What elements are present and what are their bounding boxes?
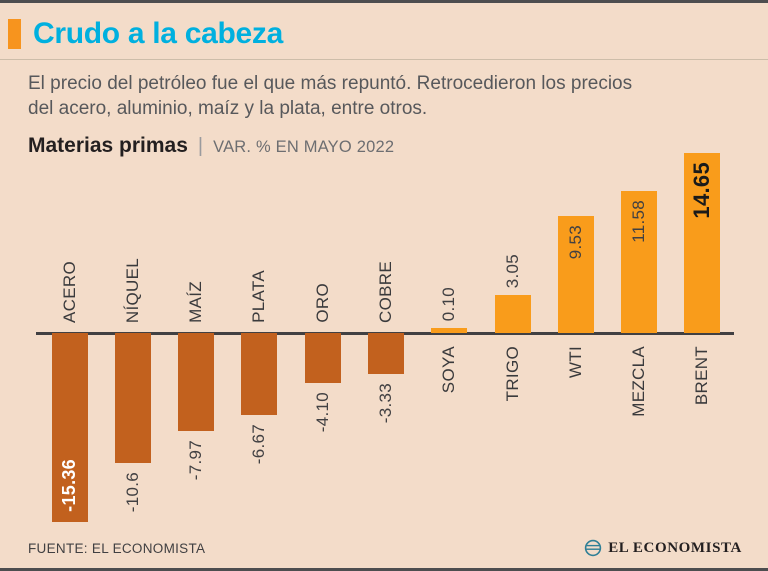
category-label-text: ORO [312,283,332,323]
chart-title-separator: | [197,135,204,158]
category-label: ACERO [50,261,90,323]
category-label: MAÍZ [176,281,216,323]
category-label: NÍQUEL [113,258,153,323]
category-label-text: BRENT [692,346,712,406]
category-label: WTI [556,346,596,378]
value-label: -6.67 [239,424,279,464]
orange-bullet-icon [8,18,21,49]
subtitle: El precio del petróleo fue el que más re… [28,71,740,122]
el-economista-logo-icon [584,539,602,557]
footer: FUENTE: EL ECONOMISTA EL ECONOMISTA [28,539,742,557]
bar-oro [304,333,341,384]
bar-níquel [114,333,151,464]
category-label-text: ACERO [59,261,79,323]
bar-wti [557,215,594,333]
category-label: PLATA [239,270,279,323]
bar-trigo [494,295,531,333]
category-label: MEZCLA [619,346,659,417]
value-label: -7.97 [176,440,216,480]
category-label: ORO [303,283,343,323]
brand-logo: EL ECONOMISTA [584,539,742,557]
bar-chart: ACERO -15.36 NÍQUEL -10.6 MAÍZ -7.97 PLATA -6.6… [0,152,768,553]
value-label: -3.33 [366,383,406,423]
subtitle-line-2: del acero, aluminio, maíz y la plata, en… [28,97,428,119]
category-label-text: WTI [565,346,585,379]
title-row: Crudo a la cabeza [8,17,740,50]
value-label-text: 0.10 [439,286,459,321]
value-label-text: 14.65 [689,161,715,219]
category-label-text: COBRE [376,261,395,323]
category-label: SOYA [429,346,469,393]
value-label: -4.10 [303,392,343,432]
bar-brent [684,152,721,333]
category-label-text: SOYA [439,346,459,394]
category-label-text: TRIGO [502,346,522,402]
category-label: BRENT [682,346,722,405]
value-label: 3.05 [493,254,533,288]
category-label-text: MEZCLA [629,346,649,417]
value-label-text: -3.33 [376,382,395,424]
value-label: 11.58 [619,200,659,243]
value-label: -10.6 [113,472,153,512]
value-label: 0.10 [429,287,469,321]
bar-soya [431,328,468,333]
value-label: 14.65 [682,162,722,219]
chart-title: Materias primas [28,134,188,158]
value-label-text: -7.97 [186,440,206,481]
category-label: COBRE [366,261,406,323]
subtitle-line-1: El precio del petróleo fue el que más re… [28,72,633,94]
category-label-text: MAÍZ [186,281,206,323]
title-divider [0,58,768,60]
bar-mezcla [621,190,658,333]
value-label-text: -4.10 [312,392,332,433]
bar-acero [51,333,88,522]
category-label-text: PLATA [249,270,269,323]
bar-plata [241,333,278,416]
value-label-text: 9.53 [565,224,585,260]
value-label-text: -15.36 [59,459,80,512]
value-label-text: -10.6 [122,472,142,513]
category-label-text: NÍQUEL [122,257,142,323]
brand-name: EL ECONOMISTA [608,539,742,556]
value-label-text: 3.05 [502,254,522,289]
value-label-text: 11.58 [629,199,649,243]
page-title: Crudo a la cabeza [33,17,283,50]
value-label: -15.36 [50,459,90,512]
source-credit: FUENTE: EL ECONOMISTA [28,540,206,556]
value-label-text: -6.67 [249,424,269,465]
chart-heading: Materias primas | VAR. % EN MAYO 2022 [28,134,740,158]
bar-maíz [178,333,215,432]
bar-cobre [368,333,404,374]
value-label: 9.53 [556,225,596,259]
chart-subtitle: VAR. % EN MAYO 2022 [213,138,395,157]
category-label: TRIGO [493,346,533,401]
header: Crudo a la cabeza El precio del petróleo… [0,3,768,158]
